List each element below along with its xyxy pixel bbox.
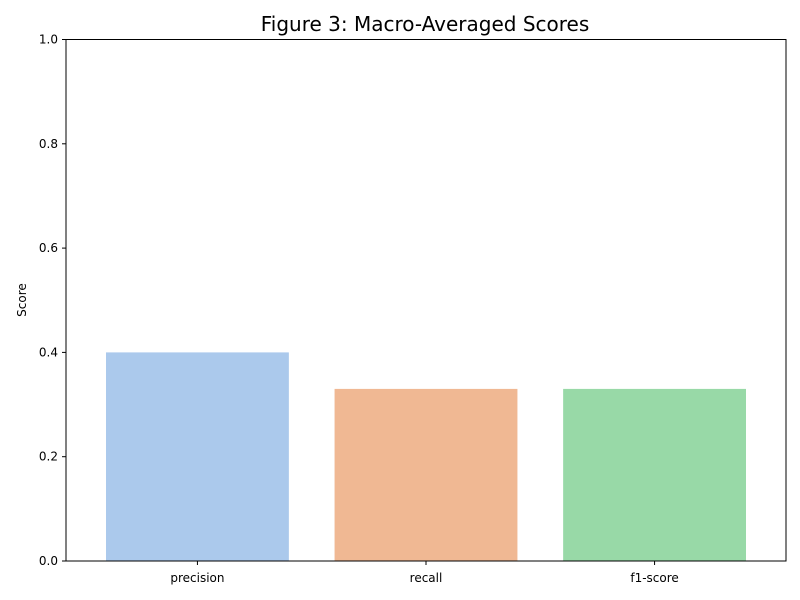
y-axis-label: Score — [15, 283, 29, 317]
bar-precision — [106, 352, 289, 561]
plot-frame — [65, 39, 787, 562]
y-tick-label: 1.0 — [39, 33, 58, 47]
bars-layer — [106, 352, 746, 561]
x-tick-label: f1-score — [630, 571, 678, 585]
y-tick-label: 0.6 — [39, 241, 58, 255]
x-axis: precision recall f1-score — [170, 561, 679, 585]
x-tick-label: recall — [410, 571, 443, 585]
y-tick-label: 0.4 — [39, 345, 58, 359]
y-tick-label: 0.8 — [39, 137, 58, 151]
x-tick-label: precision — [170, 571, 224, 585]
bar-f1-score — [563, 388, 746, 561]
chart-title: Figure 3: Macro-Averaged Scores — [261, 12, 590, 36]
y-tick-label: 0.2 — [39, 450, 58, 464]
y-tick-label: 0.0 — [39, 554, 58, 568]
bar-recall — [334, 388, 518, 561]
y-axis: 0.0 0.2 0.4 0.6 0.8 1.0 — [39, 33, 66, 568]
